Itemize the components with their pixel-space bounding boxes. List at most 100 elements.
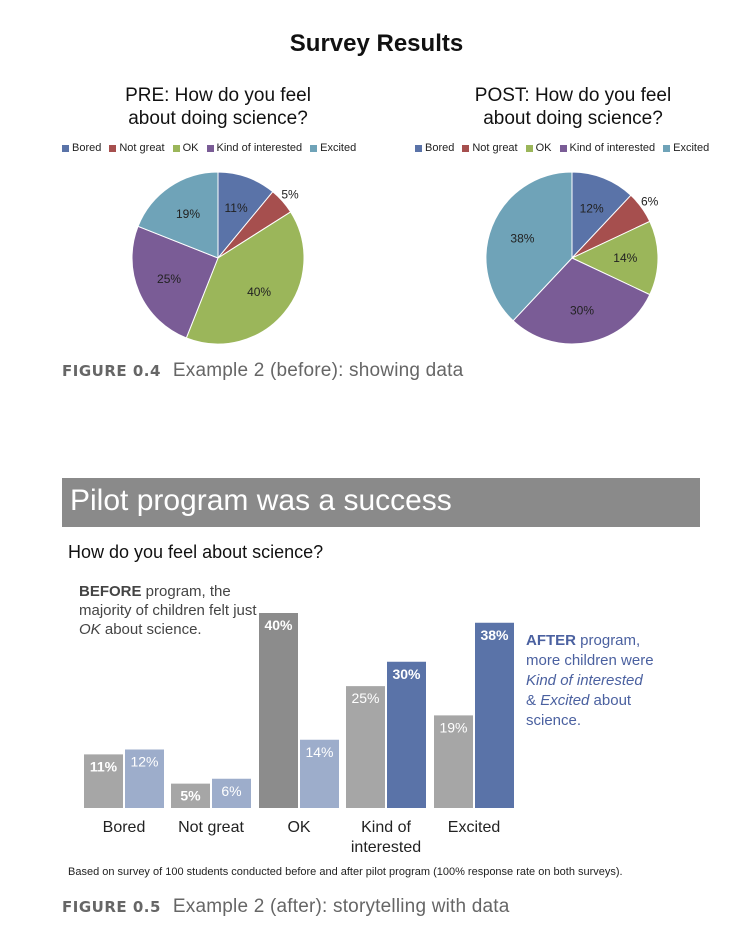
legend-label-kind-of-interested: Kind of interested <box>216 142 303 154</box>
pre-pie-label-bored: 11% <box>224 201 247 215</box>
post-pie-chart: 12% 6% 14% 30% 38% <box>485 171 659 345</box>
legend-swatch-ok <box>172 144 180 152</box>
pre-pie-slice-excited <box>137 171 219 259</box>
before-text1: program, the majority of children felt j… <box>79 583 257 619</box>
bar-after-not-great <box>212 778 251 808</box>
legend-item-kind-of-interested: Kind of interested <box>559 142 656 154</box>
pre-pie-label-not-great: 5% <box>281 188 299 202</box>
legend-swatch-ok <box>525 144 533 152</box>
post-pie-label-kind-of-interested: 30% <box>570 303 594 317</box>
bar-before-not-great <box>171 783 210 808</box>
legend-swatch-excited <box>310 144 318 152</box>
legend-label-bored: Bored <box>72 142 102 154</box>
before-text2: about science. <box>100 621 202 638</box>
post-pie-label-bored: 12% <box>580 201 604 215</box>
after-em1: Kind of interested <box>526 672 643 689</box>
survey-title: Survey Results <box>289 30 464 57</box>
bar-after-kind-of-interested <box>387 661 426 808</box>
pre-pie-label-excited: 19% <box>176 207 200 221</box>
figure-04-text: Example 2 (before): showing data <box>172 360 464 381</box>
bar-after-ok <box>300 739 339 808</box>
survey-footnote: Based on survey of 100 students conducte… <box>68 866 623 878</box>
legend-label-ok: OK <box>535 142 552 154</box>
figure-05-text: Example 2 (after): storytelling with dat… <box>172 896 510 917</box>
banner-title: Pilot program was a success <box>70 484 452 517</box>
legend-label-not-great: Not great <box>119 142 165 154</box>
before-strong: BEFORE <box>79 583 142 600</box>
pre-pie-legend: Bored Not great OK Kind of interested Ex… <box>62 142 356 154</box>
legend-item-kind-of-interested: Kind of interested <box>206 142 303 154</box>
legend-swatch-bored <box>415 144 422 152</box>
legend-swatch-not-great <box>109 144 117 152</box>
legend-label-excited: Excited <box>320 142 357 154</box>
bar-label-before-not-great: 5% <box>180 788 201 804</box>
post-pie-slice-excited <box>485 171 573 322</box>
bar-label-after-not-great: 6% <box>221 783 241 799</box>
legend-item-ok: OK <box>172 142 199 154</box>
legend-label-not-great: Not great <box>472 142 518 154</box>
post-pie-label-excited: 38% <box>510 231 534 245</box>
legend-label-bored: Bored <box>425 142 455 154</box>
legend-swatch-kind-of-interested <box>206 144 214 152</box>
after-text2: & <box>526 692 541 709</box>
after-annotation: AFTER program, more children were Kind o… <box>526 631 656 731</box>
post-pie-label-ok: 14% <box>613 251 637 265</box>
after-text1: program, more children were <box>526 632 654 669</box>
post-pie-slice-ok <box>570 220 659 296</box>
bar-label-before-ok: 40% <box>264 617 293 633</box>
post-pie-title: POST: How do you feel about doing scienc… <box>474 85 672 129</box>
legend-swatch-kind-of-interested <box>559 144 567 152</box>
bar-label-before-bored: 11% <box>90 758 118 774</box>
pre-pie-label-ok: 40% <box>247 285 271 299</box>
legend-label-ok: OK <box>182 142 199 154</box>
after-strong: AFTER <box>526 632 576 649</box>
bar-before-ok <box>259 613 298 808</box>
bar-label-before-kind-of-interested: 25% <box>351 690 379 706</box>
pre-pie-slice-kind-of-interested <box>131 225 219 339</box>
pre-pie-label-kind-of-interested: 25% <box>157 272 181 286</box>
figure-04-caption: FIGURE 0.4 Example 2 (before): showing da… <box>62 360 463 382</box>
bar-after-excited <box>475 622 514 808</box>
legend-swatch-bored <box>62 144 69 152</box>
category-label-ok: OK <box>287 819 310 836</box>
legend-label-excited: Excited <box>673 142 710 154</box>
category-label-not-great: Not great <box>178 819 244 836</box>
category-label-excited: Excited <box>448 819 500 836</box>
legend-swatch-excited <box>663 144 671 152</box>
legend-item-excited: Excited <box>663 142 709 154</box>
bar-after-bored <box>125 749 164 808</box>
legend-swatch-not-great <box>462 144 470 152</box>
category-label-kind-of-interested: Kind of interested <box>351 819 421 856</box>
post-pie-slice-bored <box>571 171 632 260</box>
story-banner: Pilot program was a success <box>62 478 700 527</box>
bar-label-after-ok: 14% <box>305 744 333 760</box>
after-text3: about science. <box>526 692 632 729</box>
bar-before-excited <box>434 715 473 808</box>
legend-item-ok: OK <box>525 142 552 154</box>
post-pie-slice-kind-of-interested <box>512 257 651 345</box>
post-pie-label-not-great: 6% <box>641 195 659 209</box>
bar-label-before-excited: 19% <box>439 719 467 735</box>
bar-label-after-excited: 38% <box>480 627 509 643</box>
legend-item-bored: Bored <box>62 142 101 154</box>
legend-item-not-great: Not great <box>462 142 518 154</box>
legend-item-not-great: Not great <box>109 142 165 154</box>
figure-05-number: FIGURE 0.5 <box>62 898 161 916</box>
category-label-bored: Bored <box>103 819 146 836</box>
after-em2: Excited <box>540 692 590 709</box>
bar-label-after-kind-of-interested: 30% <box>392 666 421 682</box>
pre-pie-slice-ok <box>185 211 305 345</box>
before-em: OK <box>79 621 101 638</box>
pre-pie-chart: 11% 5% 40% 25% 19% <box>131 171 305 345</box>
post-pie-legend: Bored Not great OK Kind of interested Ex… <box>415 142 709 154</box>
before-annotation: BEFORE program, the majority of children… <box>79 582 279 639</box>
legend-label-kind-of-interested: Kind of interested <box>569 142 656 154</box>
bar-before-bored <box>84 754 123 808</box>
legend-item-bored: Bored <box>415 142 454 154</box>
bar-before-kind-of-interested <box>346 686 385 808</box>
legend-item-excited: Excited <box>310 142 356 154</box>
figure-04-number: FIGURE 0.4 <box>62 362 161 380</box>
figure-05-caption: FIGURE 0.5 Example 2 (after): storytellin… <box>62 896 510 918</box>
bar-chart: 11% 12% Bored 5% 6% Not great 40% 14% OK 25% 30% Ki… <box>84 613 514 856</box>
bar-chart-subtitle: How do you feel about science? <box>68 542 324 562</box>
